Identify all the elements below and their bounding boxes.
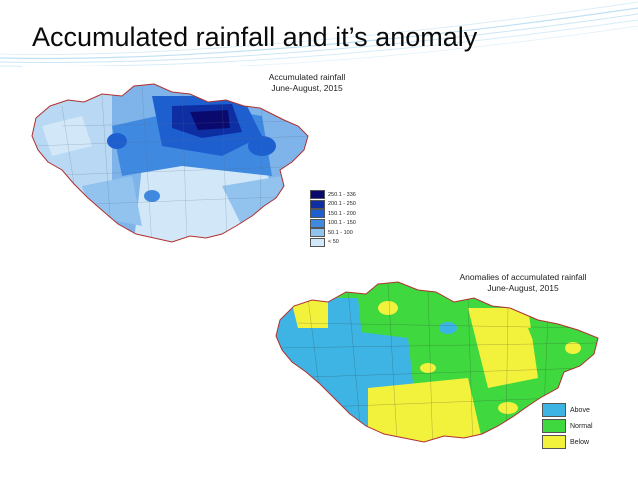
rainfall-map <box>31 83 309 243</box>
legend-swatch <box>310 199 325 209</box>
legend-label: 50.1 - 100 <box>328 229 353 236</box>
rainfall-map-title-line1: Accumulated rainfall <box>268 72 346 82</box>
legend-swatch <box>542 403 566 417</box>
legend-swatch <box>310 228 325 238</box>
legend-label: Normal <box>570 422 593 430</box>
slide-title: Accumulated rainfall and it’s anomaly <box>32 22 478 52</box>
legend-swatch <box>310 237 325 247</box>
rainfall-legend-item: 100.1 - 150 <box>310 218 356 229</box>
anomaly-map-title-line2: June-August, 2015 <box>487 283 559 293</box>
legend-label: 150.1 - 200 <box>328 210 356 217</box>
rainfall-map-title-line2: June-August, 2015 <box>271 83 343 93</box>
rainfall-legend-item: 250.1 - 336 <box>310 190 356 200</box>
anomaly-legend-item: Above <box>542 402 593 418</box>
anomaly-map-title: Anomalies of accumulated rainfall June-A… <box>448 272 598 294</box>
anomaly-map <box>275 281 599 443</box>
legend-swatch <box>310 218 325 228</box>
legend-label: 100.1 - 150 <box>328 220 356 227</box>
rainfall-legend-item: < 50 <box>310 237 356 248</box>
rainfall-map-panel: Accumulated rainfall June-August, 2015 2… <box>22 66 362 261</box>
legend-label: < 50 <box>328 239 339 246</box>
rainfall-legend: 250.1 - 336 200.1 - 250 150.1 - 200 100.… <box>310 190 356 247</box>
legend-swatch <box>542 435 566 449</box>
rainfall-legend-item: 150.1 - 200 <box>310 209 356 219</box>
anomaly-legend-item: Normal <box>542 418 593 434</box>
anomaly-legend-item: Below <box>542 434 593 450</box>
legend-swatch <box>310 190 325 200</box>
legend-label: Above <box>570 406 590 414</box>
rainfall-legend-item: 200.1 - 250 <box>310 199 356 210</box>
legend-label: Below <box>570 438 590 446</box>
anomaly-map-panel: Anomalies of accumulated rainfall June-A… <box>268 268 606 466</box>
legend-swatch <box>310 209 325 219</box>
rainfall-legend-item: 50.1 - 100 <box>310 228 356 238</box>
legend-swatch <box>542 419 566 433</box>
anomaly-legend: Above Normal Below <box>542 402 593 450</box>
legend-label: 250.1 - 336 <box>328 191 356 198</box>
anomaly-map-title-line1: Anomalies of accumulated rainfall <box>459 272 587 282</box>
rainfall-map-title: Accumulated rainfall June-August, 2015 <box>252 72 362 94</box>
legend-label: 200.1 - 250 <box>328 201 356 208</box>
